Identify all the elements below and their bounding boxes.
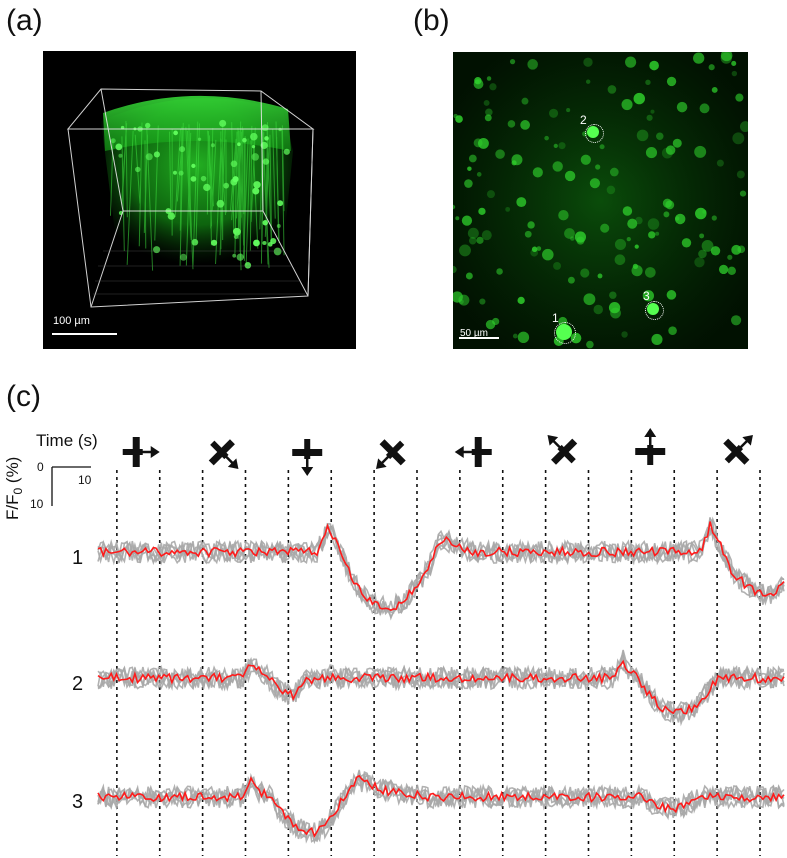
scale-label-b: 50 µm (460, 328, 488, 339)
volume-render-image: 100 µm (43, 51, 356, 349)
scale-bar-b (459, 337, 499, 339)
roi-label-1: 1 (552, 311, 559, 325)
scale-bar-c: Time (s) 0 10 10 (30, 431, 98, 511)
trial-trace-1 (97, 516, 785, 621)
panel-label-a: (a) (6, 4, 43, 37)
y-axis-label: F/F0 (%) (3, 457, 25, 520)
mean-trace-2 (97, 659, 785, 715)
diag-down-left-icon (376, 439, 406, 469)
mean-trace-3 (97, 774, 785, 838)
trial-trace-3 (97, 772, 785, 841)
roi-2-circle (585, 124, 604, 143)
diag-up-right-icon (723, 435, 753, 465)
x-tick-10: 10 (78, 473, 92, 487)
trial-trace-2 (97, 656, 785, 727)
scale-label-a: 100 µm (53, 315, 90, 327)
scale-bar-a (52, 333, 117, 335)
mean-trace-1 (97, 521, 785, 612)
bar-down-icon (292, 439, 323, 476)
trial-trace-2 (97, 650, 785, 723)
diag-down-right-icon (208, 439, 239, 469)
trial-trace-1 (97, 523, 785, 615)
trial-trace-3 (97, 773, 785, 844)
diag-up-left-icon (547, 435, 578, 465)
bar-right-icon (122, 437, 160, 467)
panel-label-b: (b) (413, 4, 450, 37)
bar-left-icon (454, 437, 492, 467)
trial-trace-2 (97, 658, 785, 723)
bar-up-icon (635, 428, 666, 465)
volume-render-svg (66, 88, 315, 308)
time-axis-label: Time (s) (36, 431, 98, 450)
y-tick-10: 10 (30, 497, 44, 511)
fov-svg (453, 52, 748, 349)
roi-label-3: 3 (643, 289, 650, 303)
roi-3-circle (645, 301, 664, 320)
fov-image: 2 3 1 50 µm (453, 52, 748, 349)
trace-label-1: 1 (72, 547, 83, 569)
trial-trace-1 (97, 516, 785, 617)
trace-label-3: 3 (72, 791, 83, 813)
panel-label-c: (c) (6, 380, 41, 413)
y-tick-0: 0 (37, 460, 44, 474)
roi-label-2: 2 (580, 113, 587, 127)
roi-1-circle (554, 322, 576, 344)
trace-label-2: 2 (72, 673, 83, 695)
